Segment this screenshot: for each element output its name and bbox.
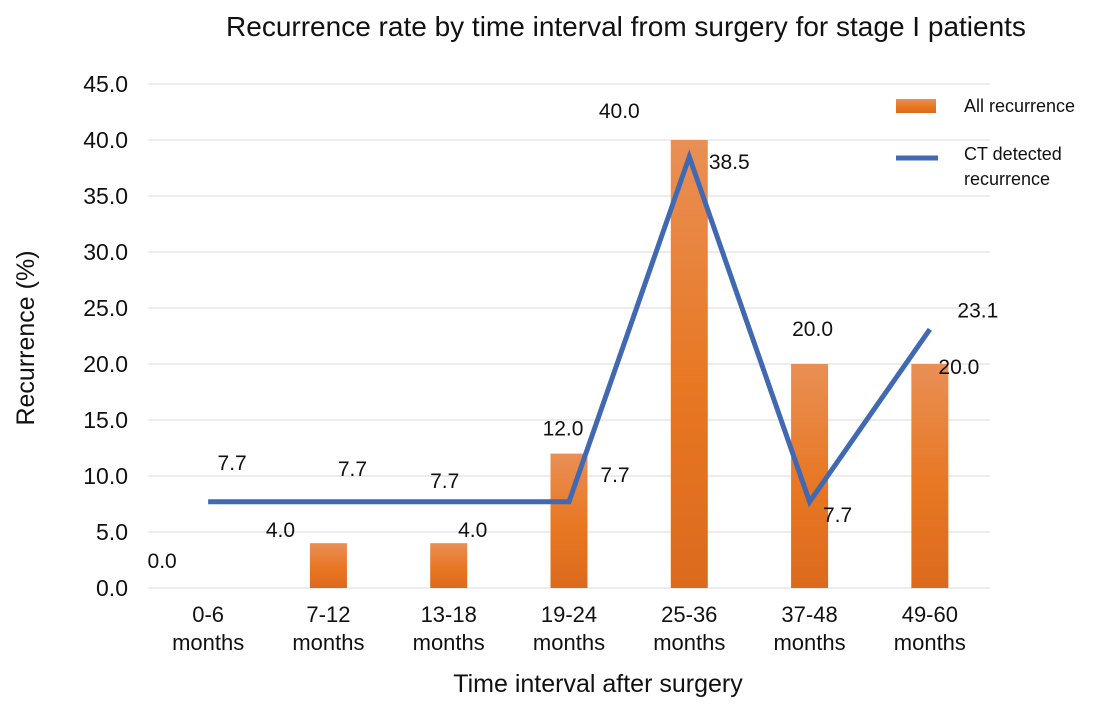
line-data-label: 7.7 [430,470,459,493]
chart-title: Recurrence rate by time interval from su… [226,11,1026,42]
line-data-label: 7.7 [218,452,247,475]
x-category-label: 19-24 [541,602,597,627]
bar [911,364,949,588]
y-axis-title: Recurrence (%) [12,250,40,425]
x-category-label: 25-36 [661,602,717,627]
x-category-label: months [533,630,605,655]
x-category-label: months [773,630,845,655]
bar-series [309,140,949,588]
line-data-label: 38.5 [709,151,750,174]
line-data-label: 7.7 [600,464,629,487]
y-tick-label: 35.0 [83,183,128,209]
bar-data-label: 0.0 [148,550,177,573]
y-tick-label: 0.0 [96,575,128,601]
bar-data-label: 20.0 [938,356,979,379]
y-tick-label: 25.0 [83,295,128,321]
y-tick-label: 15.0 [83,407,128,433]
x-category-label: 7-12 [306,602,350,627]
legend-label-ct-detected-line2: recurrence [964,169,1050,189]
x-category-label: months [894,630,966,655]
x-category-label: months [653,630,725,655]
bar [791,364,829,588]
line-data-label: 7.7 [338,458,367,481]
line-series [208,149,932,508]
y-tick-label: 30.0 [83,239,128,265]
legend: All recurrence CT detected recurrence [896,96,1075,189]
line-data-labels: 7.7 7.7 7.7 7.7 38.5 7.7 23.1 [218,151,999,527]
legend-swatch-all-recurrence [896,99,936,113]
bar-data-labels: 0.0 4.0 4.0 12.0 40.0 20.0 20.0 [148,100,980,573]
bar-data-label: 4.0 [458,519,487,542]
y-tick-label: 10.0 [83,463,128,489]
legend-label-ct-detected-line1: CT detected [964,144,1062,164]
x-axis-title: Time interval after surgery [453,670,743,698]
x-category-label: months [172,630,244,655]
x-category-label: months [292,630,364,655]
legend-label-all-recurrence: All recurrence [964,96,1075,116]
bar [670,140,708,588]
y-tick-label: 5.0 [96,519,128,545]
x-category-label: 13-18 [421,602,477,627]
x-category-label: months [413,630,485,655]
y-axis-ticks: 0.0 5.0 10.0 15.0 20.0 25.0 30.0 35.0 40.0 45.0 [83,71,128,601]
bar [550,453,588,588]
line-data-label: 7.7 [823,504,852,527]
bar-data-label: 12.0 [543,418,584,441]
bar-data-label: 4.0 [266,519,295,542]
x-category-label: 0-6 [192,602,224,627]
gridlines [148,83,990,589]
bar-data-label: 40.0 [599,100,640,123]
line-data-label: 23.1 [957,299,998,322]
x-axis-categories: 0-6 months 7-12 months 13-18 months 19-24 month… [172,602,966,655]
x-category-label: 49-60 [902,602,958,627]
y-tick-label: 20.0 [83,351,128,377]
bar [309,543,347,588]
ct-detected-line [208,149,932,508]
x-category-label: 37-48 [781,602,837,627]
bar-data-label: 20.0 [792,318,833,341]
y-tick-label: 45.0 [83,71,128,97]
bar [430,543,468,588]
y-tick-label: 40.0 [83,127,128,153]
